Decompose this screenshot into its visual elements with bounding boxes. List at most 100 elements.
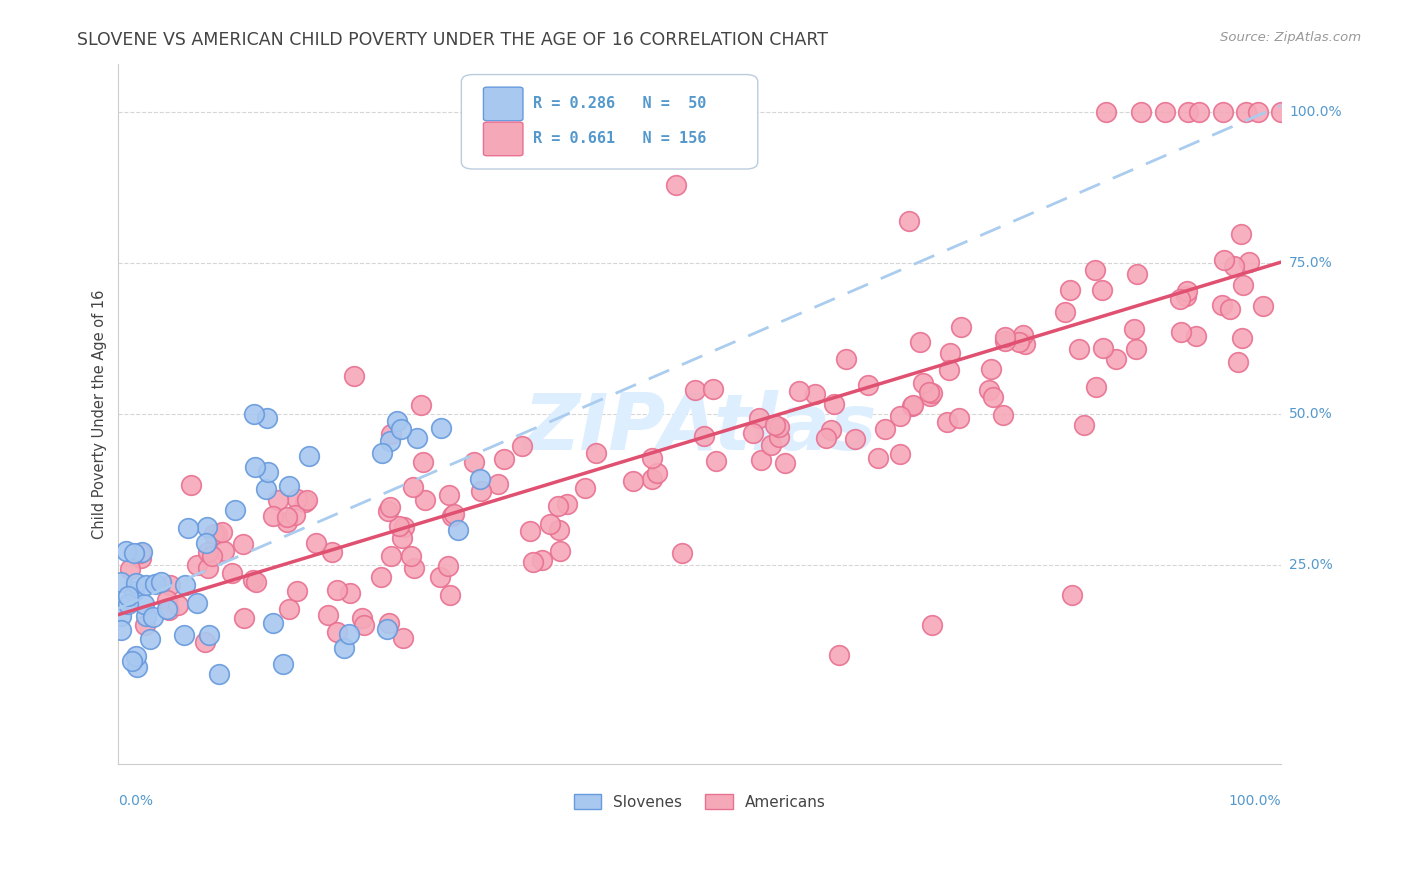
Point (1067, 343, 1090, 357)
Point (352, 611, 374, 625)
Point (117, 597, 139, 611)
Point (197, 561, 219, 575)
Y-axis label: Child Poverty Under the Age of 16: Child Poverty Under the Age of 16 (93, 289, 107, 539)
Point (1168, 292, 1191, 306)
Point (197, 545, 219, 559)
Point (889, 409, 911, 423)
Point (156, 601, 179, 615)
FancyBboxPatch shape (484, 87, 523, 120)
Point (129, 546, 152, 560)
Point (641, 472, 664, 486)
Point (211, 524, 233, 539)
Point (1188, 105, 1211, 120)
Point (773, 456, 796, 470)
Point (201, 549, 224, 563)
Point (979, 383, 1001, 397)
Text: 50.0%: 50.0% (1289, 407, 1333, 421)
Point (378, 434, 401, 448)
Point (262, 509, 284, 524)
Point (1232, 277, 1254, 292)
Point (980, 361, 1002, 376)
Point (749, 453, 772, 467)
Point (1253, 299, 1275, 313)
Point (787, 384, 810, 399)
Point (143, 577, 166, 591)
Point (298, 449, 321, 463)
Point (1184, 329, 1206, 343)
Legend: Slovenes, Americans: Slovenes, Americans (568, 788, 832, 815)
Point (468, 472, 491, 486)
Point (131, 545, 153, 559)
Point (1170, 325, 1192, 339)
Point (167, 598, 190, 612)
Point (868, 451, 890, 466)
Point (177, 521, 200, 535)
Point (271, 657, 294, 671)
Point (278, 478, 301, 492)
Point (645, 467, 668, 481)
Point (353, 618, 375, 632)
Point (254, 483, 277, 497)
Point (243, 408, 266, 422)
Point (1084, 263, 1107, 277)
Point (207, 666, 229, 681)
Point (1130, 105, 1153, 120)
Point (121, 654, 143, 668)
Point (337, 626, 360, 640)
Text: 25.0%: 25.0% (1289, 558, 1333, 572)
Point (180, 478, 202, 492)
Point (404, 561, 426, 575)
Point (389, 422, 412, 436)
Point (1073, 417, 1095, 432)
Point (991, 408, 1014, 422)
Point (411, 398, 433, 412)
Point (640, 451, 662, 466)
Point (392, 520, 415, 534)
Point (437, 488, 460, 502)
Point (159, 578, 181, 592)
Text: R = 0.286   N =  50: R = 0.286 N = 50 (533, 96, 707, 112)
Point (132, 597, 155, 611)
Point (443, 507, 465, 521)
Point (901, 398, 924, 412)
Point (768, 430, 790, 444)
Point (548, 523, 571, 537)
Point (470, 483, 492, 498)
Point (242, 573, 264, 587)
Point (1219, 302, 1241, 317)
Point (401, 480, 423, 494)
Point (197, 628, 219, 642)
Point (820, 423, 842, 437)
Text: 100.0%: 100.0% (1289, 105, 1341, 120)
Point (1177, 105, 1199, 120)
Point (157, 603, 180, 617)
Point (948, 410, 970, 425)
Point (205, 527, 228, 541)
Point (122, 546, 145, 560)
Point (804, 387, 827, 401)
Point (412, 455, 434, 469)
Point (938, 345, 960, 359)
Point (156, 593, 179, 607)
Point (522, 555, 544, 569)
Point (406, 431, 429, 445)
Point (463, 455, 485, 469)
Point (1095, 105, 1118, 120)
Point (908, 334, 931, 349)
Point (194, 635, 217, 649)
Point (920, 389, 942, 403)
Point (1091, 284, 1114, 298)
Point (897, 214, 920, 228)
Text: 75.0%: 75.0% (1289, 256, 1333, 270)
Point (1054, 305, 1077, 319)
Point (1105, 352, 1128, 367)
Point (550, 544, 572, 558)
Point (1212, 105, 1234, 120)
Point (316, 608, 339, 623)
Point (918, 384, 941, 399)
Point (375, 622, 398, 636)
Point (173, 627, 195, 641)
Text: ZIPAtlas: ZIPAtlas (523, 390, 876, 466)
Point (122, 583, 145, 598)
Point (195, 536, 218, 550)
